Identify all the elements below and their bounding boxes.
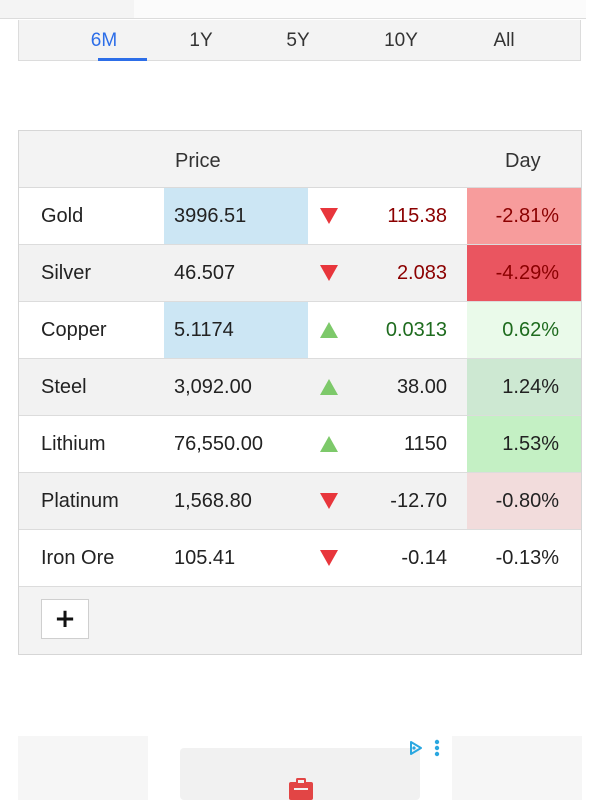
table-row[interactable]: Iron Ore 105.41 -0.14 -0.13%	[19, 530, 581, 587]
change-value: -12.70	[390, 490, 447, 512]
change-cell: 0.0313	[352, 302, 467, 358]
commodity-name: Platinum	[41, 490, 119, 512]
price-value: 1,568.80	[174, 490, 252, 512]
price-cell: 3,092.00	[164, 359, 308, 415]
table-header: Price Day	[19, 131, 581, 188]
change-value: 1150	[403, 433, 447, 455]
triangle-down-icon	[308, 530, 352, 586]
ad-choices-icon[interactable]	[408, 740, 424, 756]
commodity-name: Lithium	[41, 433, 106, 455]
day-change-cell: -4.29%	[467, 245, 581, 301]
commodity-name: Gold	[41, 205, 84, 227]
triangle-up-icon	[308, 416, 352, 472]
price-value: 105.41	[174, 547, 236, 569]
top-tab-right[interactable]	[134, 0, 586, 19]
commodity-name-cell: Copper	[19, 302, 164, 358]
advertisement-area	[0, 736, 600, 800]
change-value: -0.14	[401, 547, 447, 569]
price-value: 3,092.00	[174, 376, 252, 398]
price-cell: 3996.51	[164, 188, 308, 244]
change-cell: 38.00	[352, 359, 467, 415]
commodity-name-cell: Gold	[19, 188, 164, 244]
day-change-cell: 1.24%	[467, 359, 581, 415]
table-row[interactable]: Platinum 1,568.80 -12.70 -0.80%	[19, 473, 581, 530]
change-cell: 115.38	[352, 188, 467, 244]
vertical-dots-icon[interactable]	[432, 738, 442, 758]
day-change-cell: -0.13%	[467, 530, 581, 586]
day-change-cell: -2.81%	[467, 188, 581, 244]
price-cell: 1,568.80	[164, 473, 308, 529]
day-change-cell: 0.62%	[467, 302, 581, 358]
change-value: 0.0313	[385, 319, 447, 341]
day-change-value: -0.13%	[495, 547, 559, 569]
clipboard-icon	[289, 778, 313, 800]
change-value: 115.38	[387, 205, 447, 227]
commodity-name: Iron Ore	[41, 547, 115, 569]
change-value: 2.083	[396, 262, 447, 284]
price-value: 3996.51	[174, 205, 247, 227]
table-row[interactable]: Gold 3996.51 115.38 -2.81%	[19, 188, 581, 245]
change-cell: -12.70	[352, 473, 467, 529]
price-cell: 5.1174	[164, 302, 308, 358]
ad-card-right[interactable]	[452, 736, 582, 800]
commodity-quote-table: Price Day Gold 3996.51 115.38 -2.81% Silver 4…	[18, 130, 582, 655]
price-cell: 105.41	[164, 530, 308, 586]
price-value: 5.1174	[174, 319, 234, 341]
change-cell: 2.083	[352, 245, 467, 301]
top-tab-strip	[0, 0, 600, 19]
range-tab-10y[interactable]: 10Y	[384, 30, 418, 51]
range-tab-1y[interactable]: 1Y	[189, 30, 213, 51]
commodity-name: Steel	[41, 376, 87, 398]
table-row[interactable]: Copper 5.1174 0.0313 0.62%	[19, 302, 581, 359]
day-column-header: Day	[505, 150, 541, 172]
price-value: 46.507	[174, 262, 236, 284]
change-cell: -0.14	[352, 530, 467, 586]
price-column-header: Price	[175, 150, 221, 172]
day-change-value: -2.81%	[495, 205, 559, 227]
range-tab-all[interactable]: All	[493, 30, 515, 51]
commodity-name-cell: Steel	[19, 359, 164, 415]
triangle-down-icon	[308, 473, 352, 529]
change-value: 38.00	[396, 376, 447, 398]
commodity-name-cell: Lithium	[19, 416, 164, 472]
add-symbol-button[interactable]: +	[41, 599, 89, 639]
day-change-cell: 1.53%	[467, 416, 581, 472]
triangle-up-icon	[308, 302, 352, 358]
triangle-down-icon	[308, 188, 352, 244]
day-change-value: 1.24%	[502, 376, 559, 398]
day-change-value: 1.53%	[502, 433, 559, 455]
commodity-name-cell: Iron Ore	[19, 530, 164, 586]
price-value: 76,550.00	[174, 433, 263, 455]
commodity-name-cell: Silver	[19, 245, 164, 301]
change-cell: 1150	[352, 416, 467, 472]
triangle-down-icon	[308, 245, 352, 301]
commodity-name: Copper	[41, 319, 107, 341]
table-row[interactable]: Lithium 76,550.00 1150 1.53%	[19, 416, 581, 473]
table-row[interactable]: Silver 46.507 2.083 -4.29%	[19, 245, 581, 302]
triangle-up-icon	[308, 359, 352, 415]
top-tab-left[interactable]	[0, 0, 135, 19]
commodity-name: Silver	[41, 262, 92, 284]
price-cell: 76,550.00	[164, 416, 308, 472]
day-change-value: -4.29%	[495, 262, 559, 284]
commodity-name-cell: Platinum	[19, 473, 164, 529]
range-tab-5y[interactable]: 5Y	[286, 30, 310, 51]
active-tab-indicator	[98, 58, 147, 61]
day-change-value: -0.80%	[495, 490, 559, 512]
range-tab-6m[interactable]: 6M	[90, 30, 118, 51]
add-row: +	[19, 587, 581, 654]
day-change-cell: -0.80%	[467, 473, 581, 529]
ad-card-left[interactable]	[18, 736, 148, 800]
day-change-value: 0.62%	[502, 319, 559, 341]
table-row[interactable]: Steel 3,092.00 38.00 1.24%	[19, 359, 581, 416]
time-range-selector: 6M 1Y 5Y 10Y All	[18, 20, 581, 61]
price-cell: 46.507	[164, 245, 308, 301]
